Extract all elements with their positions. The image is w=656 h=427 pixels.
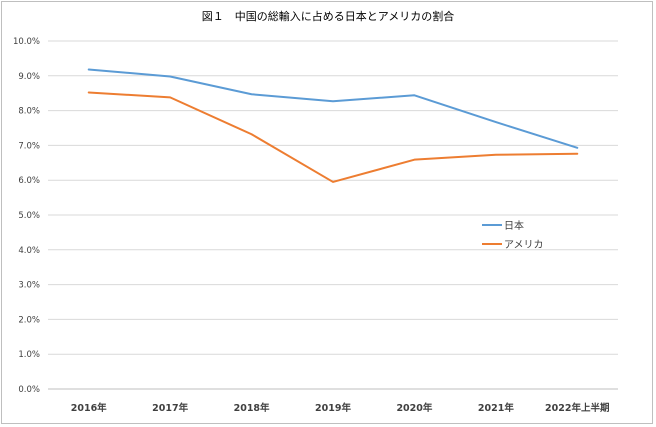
- x-tick-label: 2022年上半期: [545, 402, 609, 414]
- series-line-0: [87, 68, 579, 149]
- gridlines: [48, 40, 618, 390]
- y-tick-label: 4.0%: [18, 246, 40, 256]
- x-tick-label: 2020年: [396, 402, 432, 414]
- y-tick-label: 5.0%: [18, 211, 40, 221]
- y-tick-label: 0.0%: [18, 385, 40, 395]
- y-tick-label: 3.0%: [18, 281, 40, 291]
- y-tick-label: 9.0%: [18, 72, 40, 82]
- series-lines: [87, 68, 579, 183]
- y-tick-label: 6.0%: [18, 176, 40, 186]
- x-tick-label: 2018年: [234, 402, 270, 414]
- y-tick-label: 10.0%: [13, 37, 40, 47]
- x-tick-label: 2017年: [152, 402, 188, 414]
- y-axis-ticks: 0.0% 1.0% 2.0% 3.0% 4.0% 5.0% 6.0% 7.0% 8.0% 9.0%…: [13, 37, 40, 395]
- x-tick-label: 2016年: [71, 402, 107, 414]
- legend-label: 日本: [504, 219, 524, 232]
- y-tick-label: 2.0%: [18, 315, 40, 325]
- x-axis-ticks: 2016年 2017年 2018年 2019年 2020年 2021年 2022年上半期: [71, 402, 610, 414]
- x-tick-label: 2021年: [478, 402, 514, 414]
- legend-label: アメリカ: [504, 239, 544, 251]
- chart-title: 図１ 中国の総輸入に占める日本とアメリカの割合: [202, 9, 454, 23]
- y-tick-label: 7.0%: [18, 141, 40, 151]
- x-tick-label: 2019年: [315, 402, 351, 414]
- y-tick-label: 8.0%: [18, 107, 40, 117]
- series-line-1: [87, 91, 579, 183]
- y-tick-label: 1.0%: [18, 350, 40, 360]
